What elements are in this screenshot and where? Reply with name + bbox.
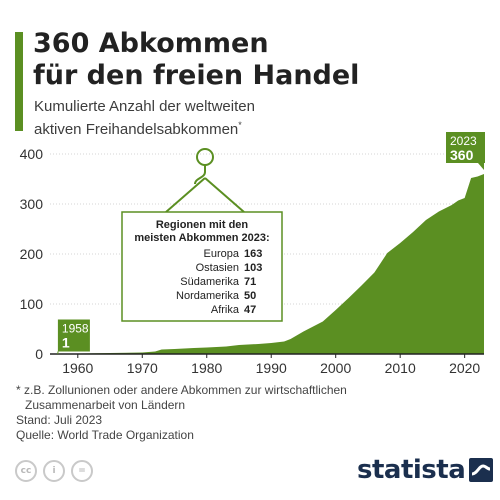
y-tick-label-100: 100 <box>20 296 44 312</box>
title-line-2: für den freien Handel <box>33 60 360 91</box>
chart-title: 360 Abkommen für den freien Handel <box>33 28 359 92</box>
y-tick-label-200: 200 <box>20 246 44 262</box>
chart-subtitle: Kumulierte Anzahl der weltweiten aktiven… <box>34 97 255 139</box>
data-label-2023-value: 360 <box>450 147 474 163</box>
data-label-1958-value: 1 <box>62 335 70 351</box>
stand-date: Stand: Juli 2023 <box>16 413 103 427</box>
data-label-2023-pointer <box>478 163 484 170</box>
license-icons: cc i = <box>15 460 93 482</box>
title-line-1: 360 Abkommen <box>33 28 269 59</box>
data-label-2023-year: 2023 <box>450 134 477 148</box>
x-tick-label-2020: 2020 <box>449 360 480 376</box>
x-tick-label-1990: 1990 <box>256 360 287 376</box>
data-label-1958-year: 1958 <box>62 322 89 336</box>
hanger-arms-icon <box>165 177 245 213</box>
x-tick-label-1980: 1980 <box>191 360 222 376</box>
y-tick-label-400: 400 <box>20 146 44 162</box>
no-derivatives-icon[interactable]: = <box>71 460 93 482</box>
title-accent-bar <box>15 32 23 131</box>
subtitle-footnote-mark: * <box>238 120 242 130</box>
callout-region-2: Südamerika <box>180 276 240 288</box>
y-tick-label-0: 0 <box>35 346 43 362</box>
logo-wordmark: statista <box>357 455 466 485</box>
callout-region-4: Afrika <box>211 304 240 316</box>
logo-mark-icon <box>469 458 494 482</box>
subtitle-line-1: Kumulierte Anzahl der weltweiten <box>34 98 255 115</box>
y-tick-label-300: 300 <box>20 196 44 212</box>
subtitle-line-2: aktiven Freihandelsabkommen <box>34 121 239 138</box>
attribution-icon[interactable]: i <box>43 460 65 482</box>
x-tick-label-2010: 2010 <box>385 360 416 376</box>
callout-value-4: 47 <box>244 304 256 316</box>
data-label-2023-box <box>446 132 485 163</box>
callout-region-1: Ostasien <box>196 262 239 274</box>
footnote-line-1: * z.B. Zollunionen oder andere Abkommen … <box>16 383 347 397</box>
source-line: Quelle: World Trade Organization <box>16 428 194 442</box>
callout-box <box>121 211 283 322</box>
creative-commons-icon[interactable]: cc <box>15 460 37 482</box>
callout-value-3: 50 <box>244 290 256 302</box>
x-tick-label-1970: 1970 <box>127 360 158 376</box>
callout-value-2: 71 <box>244 276 256 288</box>
footer-notes: * z.B. Zollunionen oder andere Abkommen … <box>16 383 347 443</box>
hanger-hook-icon <box>196 148 214 166</box>
callout-value-1: 103 <box>244 262 262 274</box>
callout-title-line-1: Regionen mit den <box>156 219 249 231</box>
callout-value-0: 163 <box>244 248 262 260</box>
x-tick-label-1960: 1960 <box>62 360 93 376</box>
callout-region-0: Europa <box>204 248 240 260</box>
callout-title-line-2: meisten Abkommen 2023: <box>134 232 269 244</box>
area-series <box>64 174 485 354</box>
x-tick-label-2000: 2000 <box>320 360 351 376</box>
hanger-neck-icon <box>194 165 206 185</box>
callout-region-3: Nordamerika <box>176 290 240 302</box>
data-label-1958-box <box>57 319 90 352</box>
footnote-line-2: Zusammenarbeit von Ländern <box>25 398 186 412</box>
statista-logo[interactable]: statista <box>357 455 494 485</box>
